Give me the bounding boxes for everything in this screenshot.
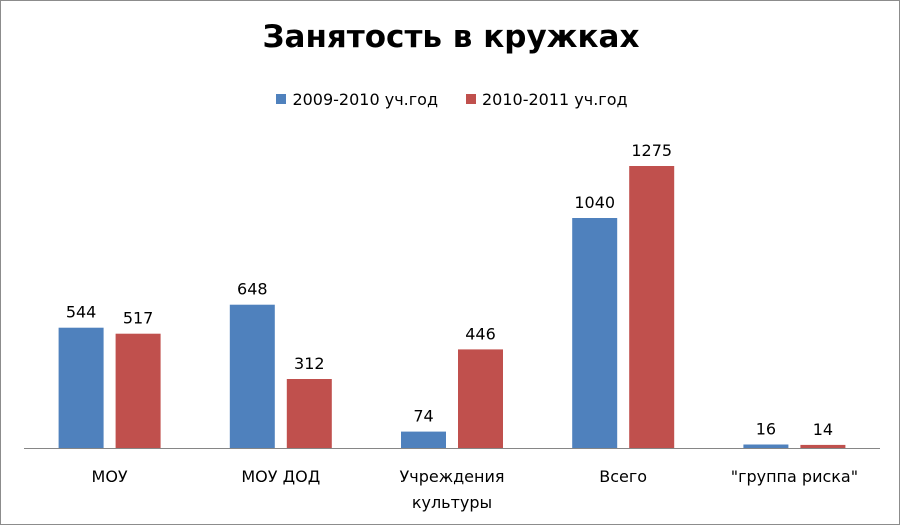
legend-label-series-2: 2010-2011 уч.год <box>482 89 628 109</box>
bar-series-1-category-2 <box>229 304 275 448</box>
data-label-series-1-category-1: 544 <box>66 303 97 322</box>
bar-series-2-category-1 <box>115 333 161 448</box>
chart-title: Занятость в кружках <box>262 19 640 55</box>
legend-swatch-series-2 <box>466 94 476 104</box>
data-label-series-2-category-4: 1275 <box>631 141 672 160</box>
data-label-series-2-category-3: 446 <box>465 324 496 343</box>
bar-series-1-category-1 <box>58 327 104 448</box>
bar-series-1-category-3 <box>401 431 446 448</box>
legend-item-series-1: 2009-2010 уч.год <box>276 90 438 109</box>
category-label-3: культуры <box>412 493 492 512</box>
data-label-series-2-category-2: 312 <box>294 354 325 373</box>
category-label-1: МОУ <box>92 467 128 486</box>
legend-label-series-1: 2009-2010 уч.год <box>292 89 438 109</box>
bar-series-1-category-4 <box>572 218 618 448</box>
bar-series-2-category-4 <box>629 166 675 448</box>
bar-series-2-category-5 <box>800 444 846 448</box>
data-label-series-2-category-5: 14 <box>813 420 833 439</box>
bar-series-2-category-2 <box>286 379 332 448</box>
bar-series-1-category-5 <box>743 444 789 448</box>
bar-series-2-category-3 <box>458 349 503 448</box>
data-label-series-1-category-4: 1040 <box>574 193 615 212</box>
category-label-4: Всего <box>599 467 647 486</box>
category-label-5: "группа риска" <box>731 467 858 486</box>
data-label-series-1-category-2: 648 <box>237 280 268 299</box>
category-label-3: Учреждения <box>399 467 504 486</box>
legend: 2009-2010 уч.год 2010-2011 уч.год <box>1 88 902 110</box>
data-label-series-1-category-3: 74 <box>413 407 433 426</box>
legend-item-series-2: 2010-2011 уч.год <box>466 90 628 109</box>
legend-swatch-series-1 <box>276 94 287 104</box>
data-label-series-2-category-1: 517 <box>123 309 154 328</box>
data-label-series-1-category-5: 16 <box>756 420 776 439</box>
category-label-2: МОУ ДОД <box>241 467 320 486</box>
